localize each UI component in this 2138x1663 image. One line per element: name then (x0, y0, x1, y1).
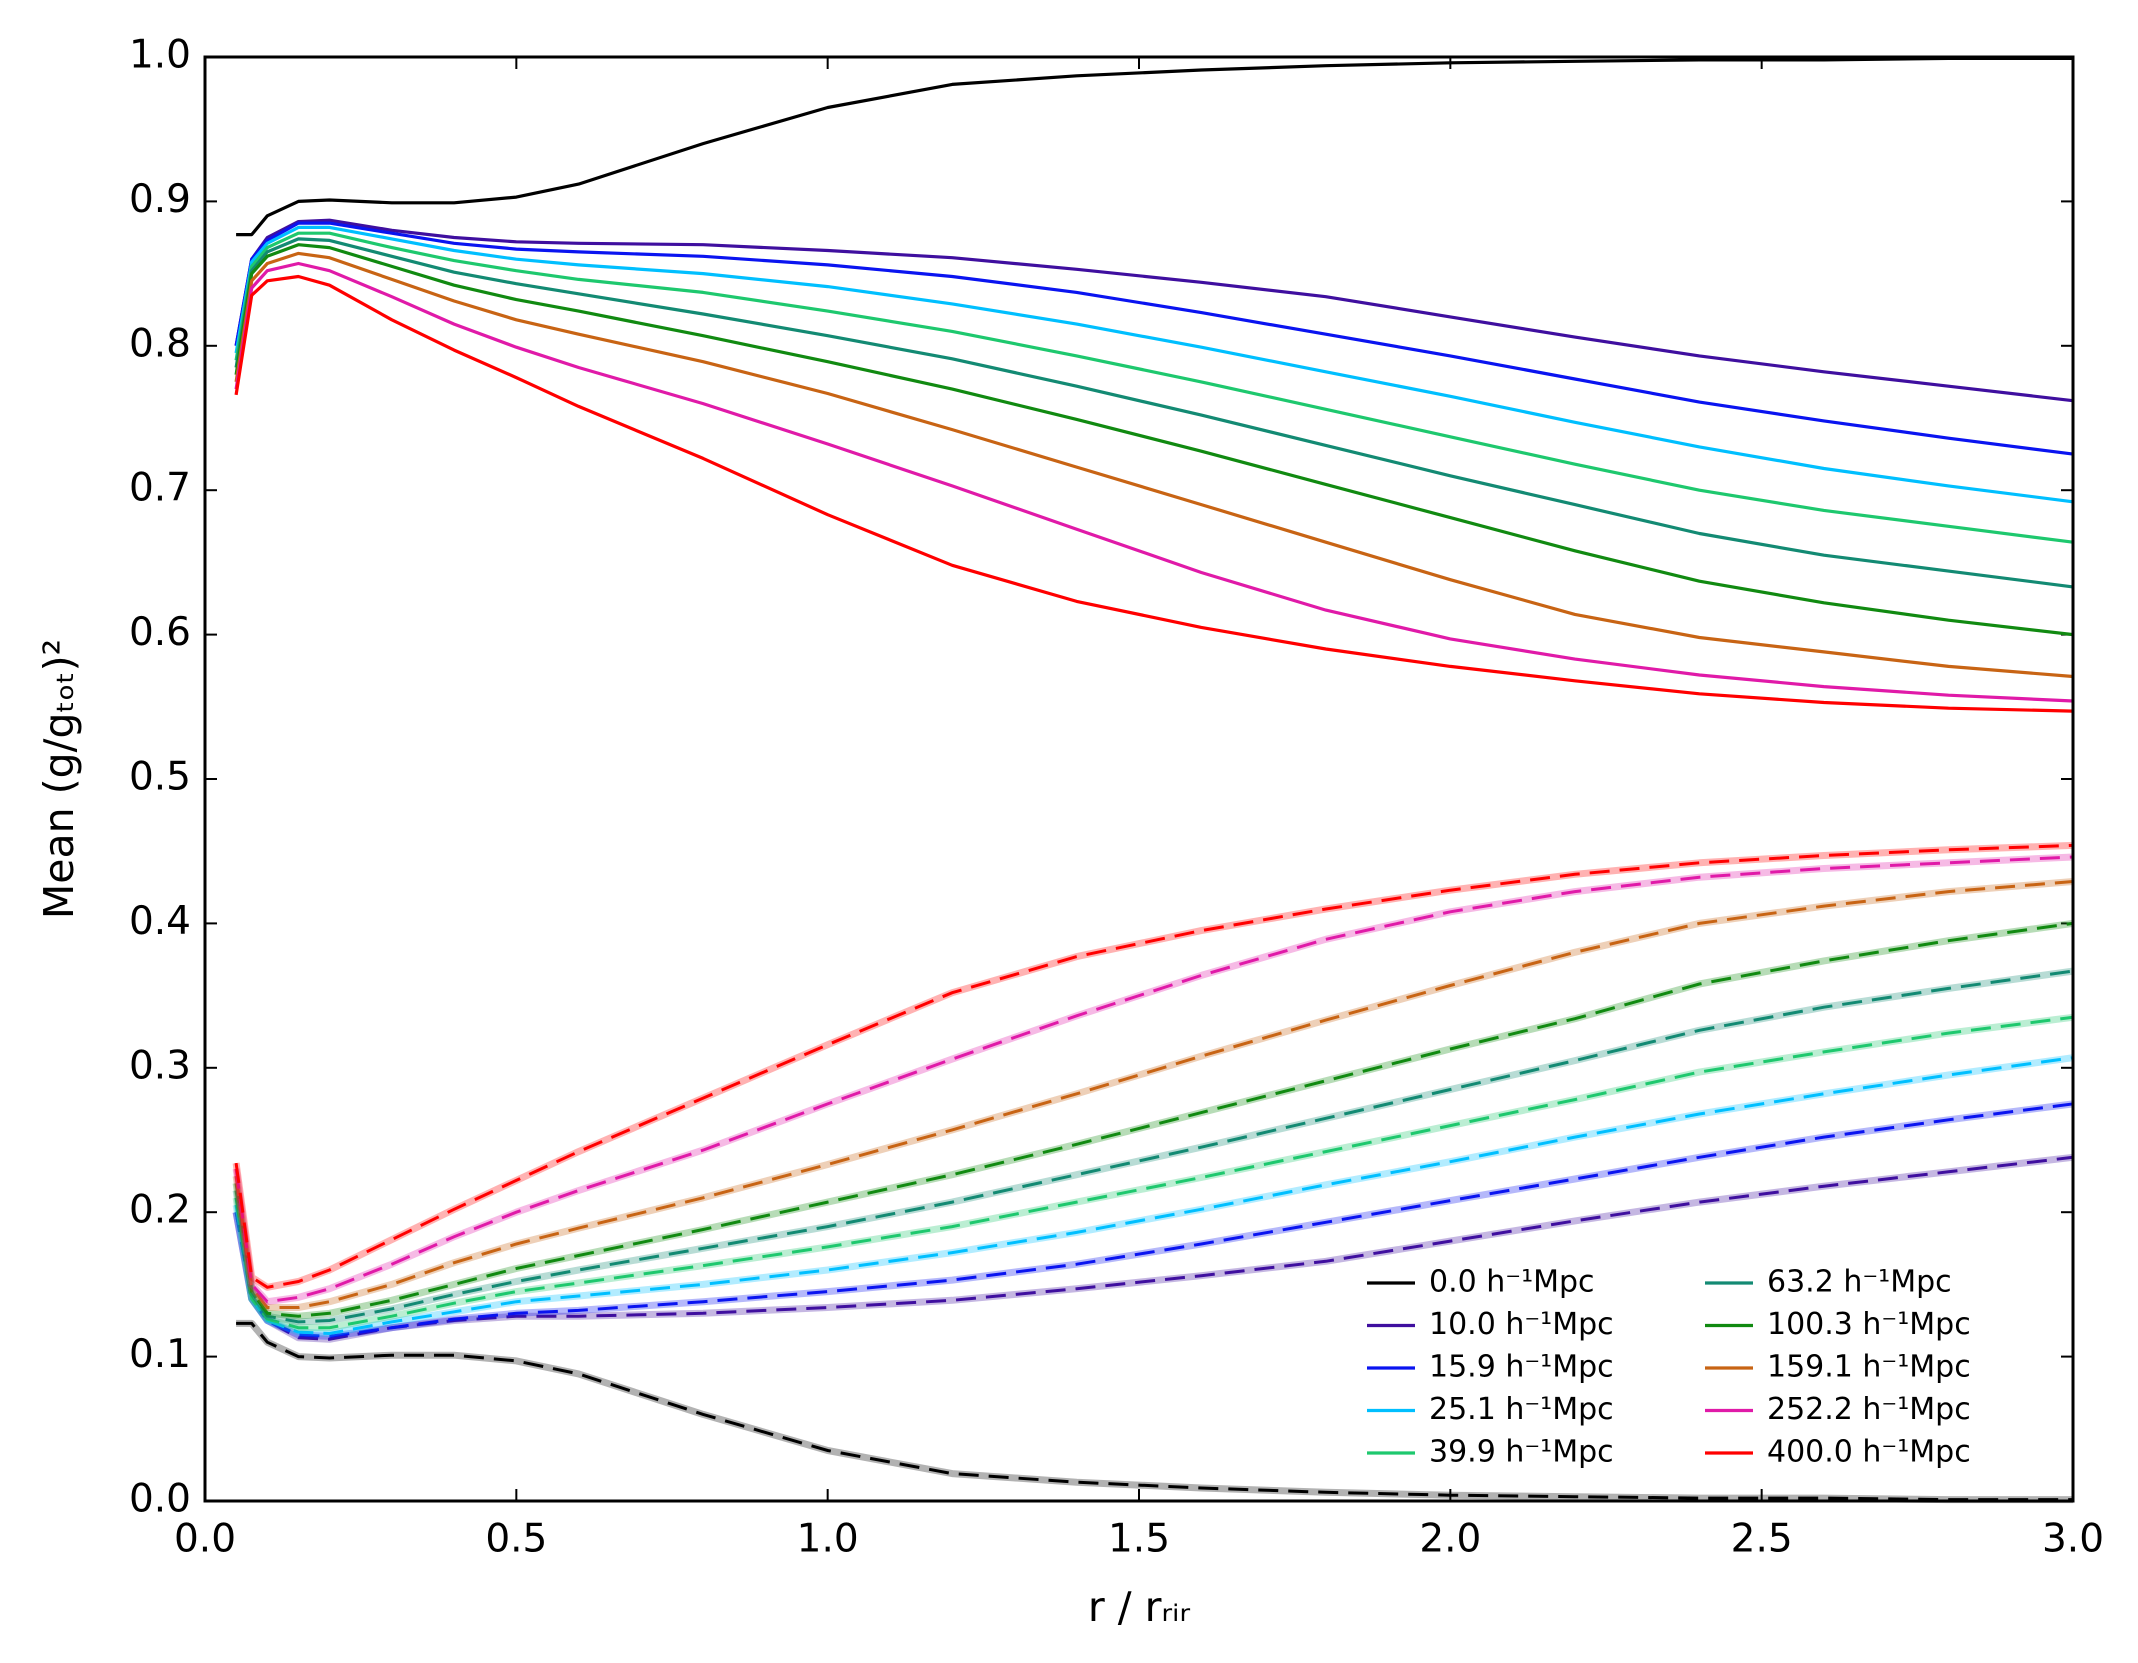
plot-frame (203, 55, 2075, 1503)
series-line (234, 969, 2074, 1324)
x-tick-label: 1.5 (1108, 1517, 1170, 1562)
y-tick-label: 0.3 (129, 1043, 191, 1088)
series-line (234, 243, 2074, 637)
series-line (234, 261, 2074, 703)
series-line (234, 855, 2074, 1304)
series-line (234, 274, 2074, 713)
y-axis-label: Mean (g/gₜₒₜ)² (35, 639, 83, 919)
x-tick-label: 2.0 (1419, 1517, 1481, 1562)
legend-label: 15.9 h⁻¹Mpc (1429, 1350, 1614, 1385)
x-tick-label: 3.0 (2042, 1517, 2104, 1562)
y-tick-label: 0.7 (129, 466, 191, 511)
series-line (236, 56, 2073, 237)
x-axis-label: r / rᵣᵢᵣ (1088, 1583, 1191, 1631)
y-tick-label: 0.6 (129, 610, 191, 655)
x-tick-label: 2.5 (1731, 1517, 1793, 1562)
series-line (234, 1056, 2074, 1336)
series-line (236, 1321, 2073, 1502)
y-tick-label: 0.0 (129, 1477, 191, 1522)
series-line (234, 251, 2074, 679)
y-tick-label: 0.2 (129, 1188, 191, 1233)
line-halo (232, 853, 2074, 1306)
series-line (234, 237, 2074, 589)
series-line (234, 225, 2074, 504)
legend-label: 10.0 h⁻¹Mpc (1429, 1307, 1614, 1342)
legend-label: 252.2 h⁻¹Mpc (1767, 1392, 1971, 1427)
line-halo (232, 919, 2074, 1320)
legend-label: 100.3 h⁻¹Mpc (1767, 1307, 1971, 1342)
legend-label: 25.1 h⁻¹Mpc (1429, 1392, 1614, 1427)
y-tick-label: 0.9 (129, 177, 191, 222)
y-tick-label: 1.0 (129, 33, 191, 78)
x-tick-label: 0.5 (485, 1517, 547, 1562)
series-line (234, 1155, 2074, 1341)
legend-label: 0.0 h⁻¹Mpc (1429, 1265, 1595, 1300)
series-line (234, 231, 2074, 544)
series-line (234, 843, 2074, 1289)
x-tick-label: 0.0 (174, 1517, 236, 1562)
y-tick-label: 0.5 (129, 755, 191, 800)
series-line (234, 921, 2074, 1318)
y-tick-label: 0.4 (129, 899, 191, 944)
y-tick-label: 0.1 (129, 1332, 191, 1377)
y-tick-label: 0.8 (129, 321, 191, 366)
series-line (234, 1102, 2074, 1338)
line-halo (232, 878, 2074, 1311)
legend-label: 159.1 h⁻¹Mpc (1767, 1350, 1971, 1385)
legend-label: 39.9 h⁻¹Mpc (1429, 1435, 1614, 1470)
legend-label: 63.2 h⁻¹Mpc (1767, 1265, 1952, 1300)
series-line (234, 221, 2074, 456)
legend-label: 400.0 h⁻¹Mpc (1767, 1435, 1971, 1470)
x-tick-label: 1.0 (797, 1517, 859, 1562)
series-line (234, 1015, 2074, 1330)
series-line (234, 218, 2074, 403)
series-line (234, 880, 2074, 1309)
